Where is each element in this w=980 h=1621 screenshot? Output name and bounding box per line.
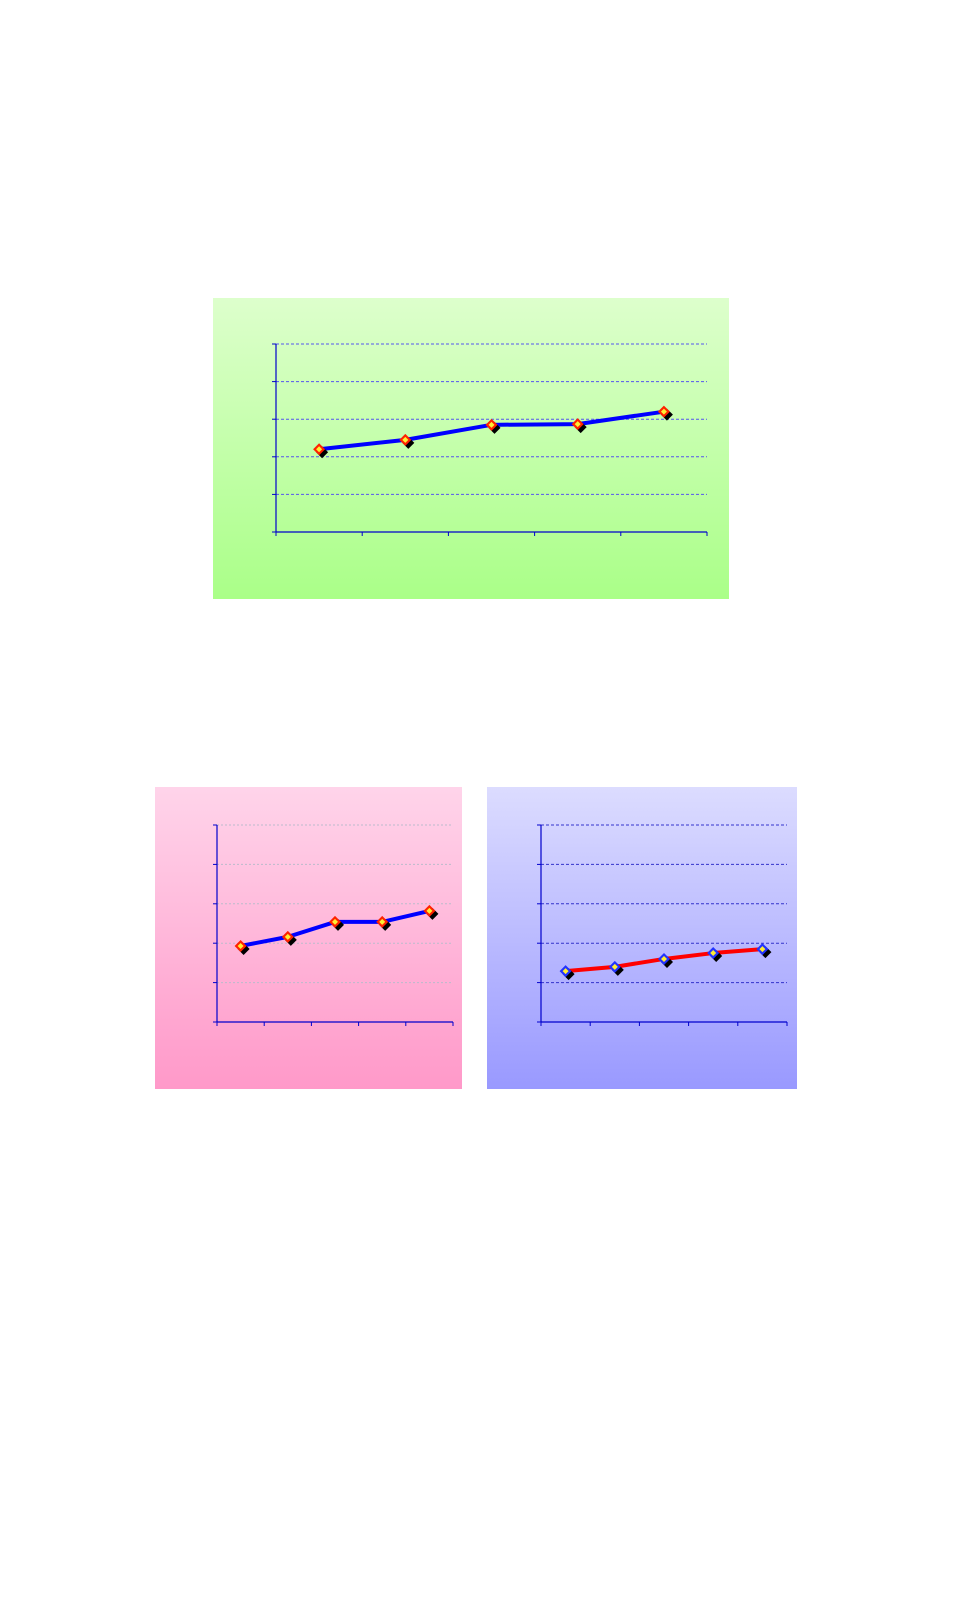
point-marker bbox=[399, 433, 415, 449]
marker-highlight bbox=[710, 950, 717, 957]
point-marker bbox=[608, 960, 624, 976]
marker-highlight bbox=[574, 421, 581, 428]
marker-highlight bbox=[661, 955, 667, 962]
point-marker bbox=[756, 943, 772, 959]
marker-highlight bbox=[426, 907, 433, 914]
marker-highlight bbox=[402, 436, 409, 443]
point-marker bbox=[559, 965, 575, 981]
point-marker bbox=[281, 930, 297, 946]
marker-highlight bbox=[660, 408, 667, 415]
marker-highlight bbox=[237, 942, 244, 949]
marker-highlight bbox=[562, 968, 569, 975]
chart-background bbox=[487, 787, 797, 1089]
chart-background bbox=[213, 298, 729, 599]
marker-highlight bbox=[759, 946, 766, 953]
point-marker bbox=[657, 405, 673, 421]
marker-highlight bbox=[379, 918, 386, 925]
point-marker bbox=[329, 915, 344, 931]
point-marker bbox=[658, 952, 673, 968]
chart-background bbox=[155, 787, 462, 1089]
point-marker bbox=[313, 443, 329, 459]
marker-highlight bbox=[488, 421, 495, 428]
point-marker bbox=[423, 904, 439, 920]
point-marker bbox=[376, 915, 392, 931]
point-marker bbox=[571, 418, 587, 434]
marker-highlight bbox=[284, 933, 291, 940]
marker-highlight bbox=[611, 963, 618, 970]
point-marker bbox=[234, 939, 250, 955]
marker-highlight bbox=[332, 918, 338, 925]
marker-highlight bbox=[316, 446, 323, 453]
point-marker bbox=[485, 418, 501, 434]
point-marker bbox=[707, 947, 723, 963]
